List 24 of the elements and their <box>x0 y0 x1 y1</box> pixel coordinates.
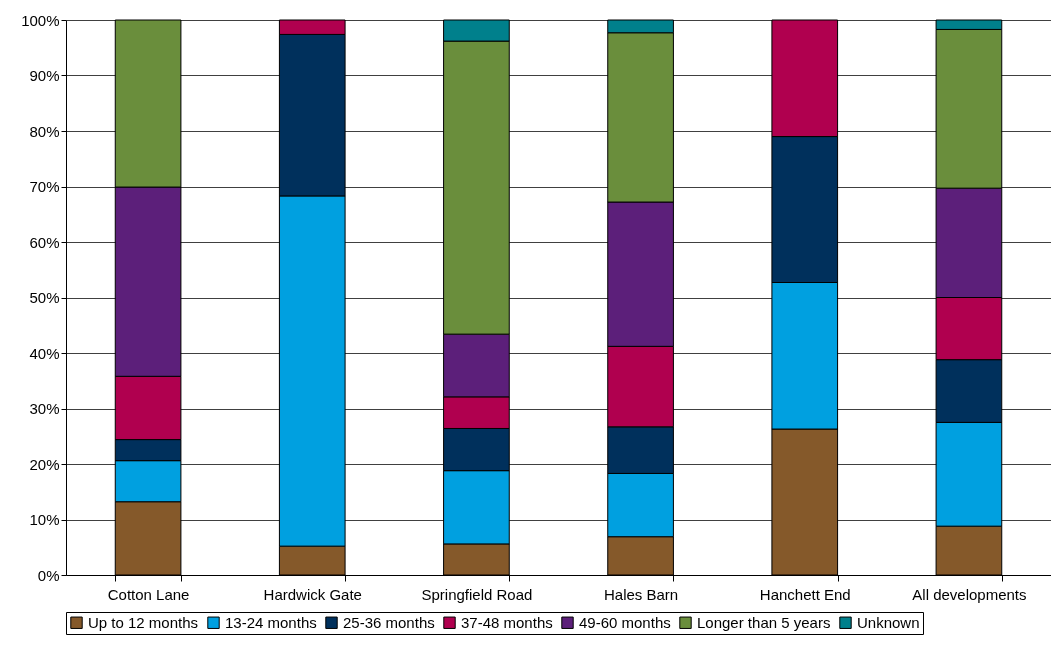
legend-label: Up to 12 months <box>88 613 199 631</box>
legend-label: 25-36 months <box>343 613 435 631</box>
y-tick-label: 80% <box>29 122 60 140</box>
x-tick-label: Hanchett End <box>759 585 851 603</box>
y-tick-label: 40% <box>29 344 60 362</box>
y-tick-label: 100% <box>21 11 60 29</box>
x-tick-label: Cotton Lane <box>107 585 190 603</box>
y-tick-label: 70% <box>29 178 60 195</box>
y-tick-label: 50% <box>29 289 60 306</box>
legend-label: Unknown <box>857 613 920 631</box>
x-tick-label: Hardwick Gate <box>263 585 362 603</box>
legend-label: 13-24 months <box>225 613 317 631</box>
y-tick-label: 90% <box>29 67 60 84</box>
legend-label: Longer than 5 years <box>697 613 831 631</box>
y-tick-label: 20% <box>29 455 60 473</box>
y-tick-label: 10% <box>29 511 60 528</box>
x-tick-label: All developments <box>912 585 1027 603</box>
legend-label: 37-48 months <box>461 613 553 631</box>
y-tick-label: 60% <box>29 233 60 251</box>
y-tick-label: 0% <box>37 566 60 584</box>
x-tick-label: Hales Barn <box>603 585 679 603</box>
x-tick-label: Springfield Road <box>421 585 533 603</box>
legend-label: 49-60 months <box>579 613 671 631</box>
y-tick-label: 30% <box>29 400 60 417</box>
